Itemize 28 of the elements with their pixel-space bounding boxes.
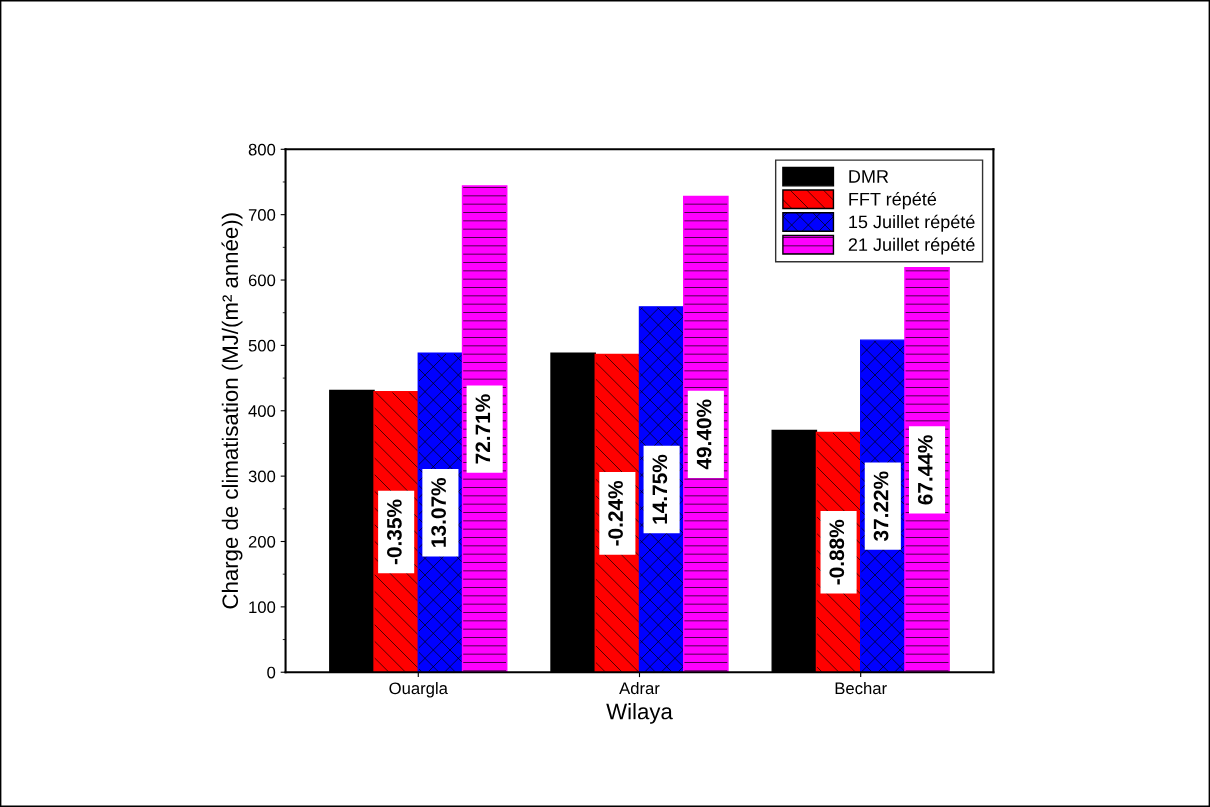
bar	[683, 195, 729, 673]
y-tick-label: 300	[248, 470, 276, 483]
annotation: -0.24%	[608, 480, 623, 546]
y-tick-label: 200	[248, 535, 276, 548]
x-axis-title: Wilaya	[606, 703, 673, 724]
y-tick-label: 700	[248, 209, 276, 221]
legend-label: FFT répété	[849, 192, 937, 210]
x-tick-label: Adrar	[619, 681, 660, 695]
annotation: 67.44%	[917, 435, 933, 505]
annotation: 13.07%	[431, 477, 447, 547]
legend-label: 15 Juillet répété	[849, 214, 975, 232]
annotation: -0.35%	[387, 499, 402, 565]
legend-label: 21 Juillet répété	[848, 237, 975, 255]
annotation: 37.22%	[873, 471, 889, 542]
y-tick-label: 600	[248, 274, 276, 287]
legend-label: DMR	[849, 170, 889, 183]
y-axis-title: Charge de climatisation (MJ/(m² année))	[221, 213, 243, 609]
x-tick-label: Ouargla	[389, 681, 448, 698]
annotation: 49.40%	[696, 399, 712, 470]
y-tick-label: 400	[248, 405, 276, 417]
y-tick-label: 500	[248, 339, 276, 352]
y-tick-label: 0	[267, 666, 276, 679]
y-tick-label: 100	[249, 601, 276, 614]
annotation: -0.88%	[829, 519, 845, 585]
x-tick-label: Bechar	[835, 681, 887, 695]
annotation: 14.75%	[652, 454, 668, 524]
y-tick-label: 800	[248, 143, 276, 156]
annotation: 72.71%	[475, 394, 491, 464]
